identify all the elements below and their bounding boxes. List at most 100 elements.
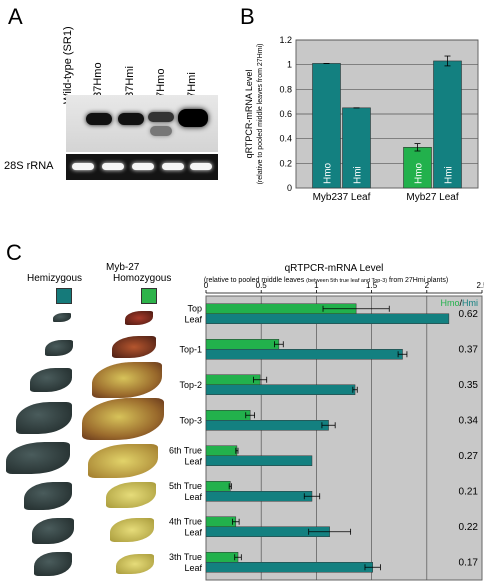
- blot-band-237hmo: [86, 113, 112, 125]
- chart-b-ylabel: qRTPCR-mRNA Level: [244, 70, 254, 159]
- chart-c-ratio-label: 0.22: [459, 522, 479, 533]
- chart-c-bar-hmi: [205, 491, 313, 502]
- chart-c-category-label: Leaf: [184, 527, 202, 537]
- chart-c-subtitle-pre: (relative to pooled middle leaves: [204, 277, 306, 284]
- chart-c-bar-hmi: [205, 562, 373, 573]
- chart-c-category-label: 3th True: [169, 552, 202, 562]
- chart-b-svg: 0 0.2 0.4 0.6 0.8 1 1.2 Hmo Hmi Myb237 Leaf Hmo Hmi…: [244, 35, 479, 203]
- chart-b-bar-label: Hmo: [414, 162, 425, 184]
- northern-blot-panel: Wild-type (SR1) 237Hmo 237Hmi 27Hmo 27Hm…: [0, 0, 230, 220]
- leaf-homo-top-1: [112, 336, 156, 358]
- blot-rrna-image: [66, 154, 218, 180]
- chart-b-ytick-label: 1.2: [279, 35, 292, 45]
- chart-c-legend-hmo: Hmo: [440, 298, 459, 308]
- homozygous-label: Homozygous: [113, 273, 172, 284]
- chart-c-category-label: 5th True: [169, 481, 202, 491]
- leaf-homo-5th: [106, 482, 156, 508]
- chart-c-xtick-label: 2.5: [476, 281, 484, 290]
- chart-b-bar: [342, 107, 371, 189]
- chart-c-legend-sep: /: [459, 298, 462, 308]
- chart-b-ytick-label: 0: [287, 183, 292, 193]
- leaf-homo-3th: [116, 554, 154, 574]
- chart-c-xtick-label: 2: [425, 281, 430, 290]
- hemizygous-swatch: [56, 288, 72, 304]
- chart-c-bar-hmo: [205, 481, 231, 492]
- panel-b-letter: B: [240, 4, 255, 29]
- chart-c-ratio-label: 0.34: [459, 415, 479, 426]
- chart-c-xtick-label: 1: [314, 281, 319, 290]
- blot-band-27hmi: [178, 109, 208, 127]
- chart-c-ratio-label: 0.17: [459, 557, 479, 568]
- chart-c-bar-hmo: [205, 339, 280, 350]
- chart-c-ratio-label: 0.62: [459, 309, 479, 320]
- chart-c-category-label: Leaf: [184, 314, 202, 324]
- blot-band-27hmo-smear: [150, 126, 172, 136]
- chart-b-ytick-label: 1: [287, 60, 292, 70]
- chart-c-category-label: Top: [187, 303, 202, 313]
- rrna-band: [132, 163, 154, 170]
- chart-c-ratio-label: 0.37: [459, 344, 479, 355]
- chart-c-category-label: Leaf: [184, 456, 202, 466]
- rrna-band: [190, 163, 212, 170]
- hemizygous-label: Hemizygous: [27, 273, 83, 284]
- rrna-band: [162, 163, 184, 170]
- chart-b-bar-label: Hmi: [444, 166, 455, 184]
- leaf-homo-top-2: [92, 362, 162, 398]
- myb27-title: Myb-27: [106, 262, 140, 273]
- chart-c-bar-hmi: [205, 455, 313, 466]
- leaf-hemi-top-2: [30, 368, 72, 392]
- blot-band-237hmi: [118, 113, 144, 125]
- chart-c-ratio-label: 0.35: [459, 380, 479, 391]
- chart-b-bar: [403, 147, 432, 189]
- chart-c-xtick-label: 0.5: [256, 281, 268, 290]
- chart-b-ytick-label: 0.4: [279, 134, 292, 144]
- chart-c-bar-hmi: [205, 420, 329, 431]
- chart-b-ytick-label: 0.2: [279, 158, 292, 168]
- panel-c-letter: C: [6, 240, 22, 265]
- chart-c-bar-hmi: [205, 313, 450, 324]
- blot-mrna-image: [66, 95, 218, 152]
- leaf-hemi-5th: [24, 482, 72, 510]
- chart-b-category-label: Myb27 Leaf: [406, 192, 458, 203]
- chart-b-ylabel-sub: (relative to pooled middle leaves from 2…: [257, 44, 264, 185]
- chart-c-bar-hmi: [205, 349, 403, 360]
- chart-b-bar: [433, 60, 462, 189]
- chart-c-category-label: Leaf: [184, 492, 202, 502]
- chart-b-bar-label: Hmi: [353, 166, 364, 184]
- rrna-label: 28S rRNA: [4, 160, 54, 172]
- chart-c-bar-hmo: [205, 410, 251, 421]
- chart-b-ytick-label: 0.6: [279, 109, 292, 119]
- chart-c-bar-hmo: [205, 516, 237, 527]
- leaf-homo-top-3: [82, 398, 164, 440]
- chart-c-category-label: 6th True: [169, 445, 202, 455]
- chart-c-bar-hmo: [205, 552, 239, 563]
- leaf-hemi-6th: [6, 442, 70, 474]
- panel-a-letter: A: [8, 4, 23, 29]
- chart-c-category-label: Top-1: [179, 344, 202, 354]
- rrna-band: [72, 163, 94, 170]
- chart-c-plot-area: [205, 295, 483, 581]
- leaf-hemi-top: [53, 313, 71, 322]
- blot-lane-label-wildtype: Wild-type (SR1): [62, 26, 74, 104]
- chart-c-title: qRTPCR-mRNA Level: [285, 263, 384, 274]
- chart-c-bar-hmo: [205, 374, 261, 385]
- rrna-band: [102, 163, 124, 170]
- chart-c-svg: qRTPCR-mRNA Level (relative to pooled mid…: [169, 263, 484, 581]
- leaf-hemi-top-3: [16, 402, 72, 434]
- chart-c-subtitle-post: from 27Hmi plants): [387, 277, 448, 284]
- chart-b-ytick-label: 0.8: [279, 84, 292, 94]
- chart-c-category-label: Top-2: [179, 380, 202, 390]
- chart-c-category-label: Leaf: [184, 563, 202, 573]
- chart-c-legend: Hmo/Hmi: [440, 298, 478, 308]
- chart-c-category-label: Top-3: [179, 415, 202, 425]
- leaf-homo-top: [125, 311, 153, 325]
- leaf-homo-6th: [88, 444, 158, 478]
- leaf-hemi-3th: [34, 552, 72, 576]
- blot-band-27hmo: [148, 112, 174, 122]
- chart-c-ratio-label: 0.27: [459, 451, 479, 462]
- chart-b-category-label: Myb237 Leaf: [313, 192, 371, 203]
- chart-b-bar-label: Hmo: [323, 162, 334, 184]
- chart-c-bar-hmi: [205, 384, 356, 395]
- chart-c-subtitle-small: (between 5th true leaf and Top-3): [306, 278, 387, 284]
- homozygous-swatch: [141, 288, 157, 304]
